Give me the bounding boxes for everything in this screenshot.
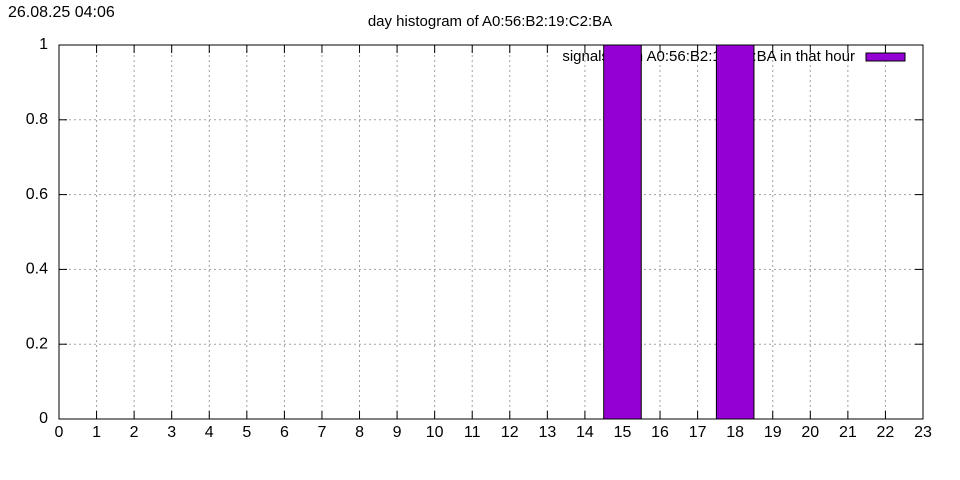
x-tick-label: 10 (426, 424, 444, 441)
x-tick-label: 11 (464, 424, 481, 441)
bar (603, 44, 642, 420)
x-tick-label: 14 (576, 424, 594, 441)
y-tick-label: 0.6 (26, 186, 48, 203)
x-tick-label: 0 (55, 424, 64, 441)
x-tick-label: 20 (801, 424, 819, 441)
x-tick-label: 6 (280, 424, 289, 441)
x-tick-label: 15 (614, 424, 632, 441)
y-tick-label: 0.4 (26, 261, 48, 278)
x-tick-label: 7 (318, 424, 327, 441)
x-tick-label: 21 (839, 424, 857, 441)
x-tick-label: 18 (726, 424, 744, 441)
x-tick-label: 2 (130, 424, 139, 441)
x-tick-label: 3 (167, 424, 176, 441)
x-tick-label: 17 (689, 424, 707, 441)
y-tick-label: 0 (39, 410, 48, 427)
x-tick-label: 22 (877, 424, 895, 441)
x-tick-label: 19 (764, 424, 782, 441)
x-tick-label: 23 (914, 424, 932, 441)
plot-border (58, 44, 924, 420)
x-tick-label: 8 (355, 424, 364, 441)
x-tick-label: 1 (92, 424, 101, 441)
chart-title: day histogram of A0:56:B2:19:C2:BA (368, 13, 612, 30)
y-tick-label: 0.8 (26, 111, 48, 128)
legend-swatch (865, 52, 906, 62)
x-tick-label: 5 (242, 424, 251, 441)
y-tick-label: 0.2 (26, 335, 48, 352)
x-tick-label: 13 (538, 424, 556, 441)
y-tick-label: 1 (39, 36, 48, 53)
timestamp: 26.08.25 04:06 (8, 4, 115, 21)
x-tick-label: 9 (393, 424, 402, 441)
x-tick-label: 12 (501, 424, 519, 441)
x-tick-label: 4 (205, 424, 214, 441)
x-tick-label: 16 (651, 424, 669, 441)
bar (715, 44, 755, 420)
